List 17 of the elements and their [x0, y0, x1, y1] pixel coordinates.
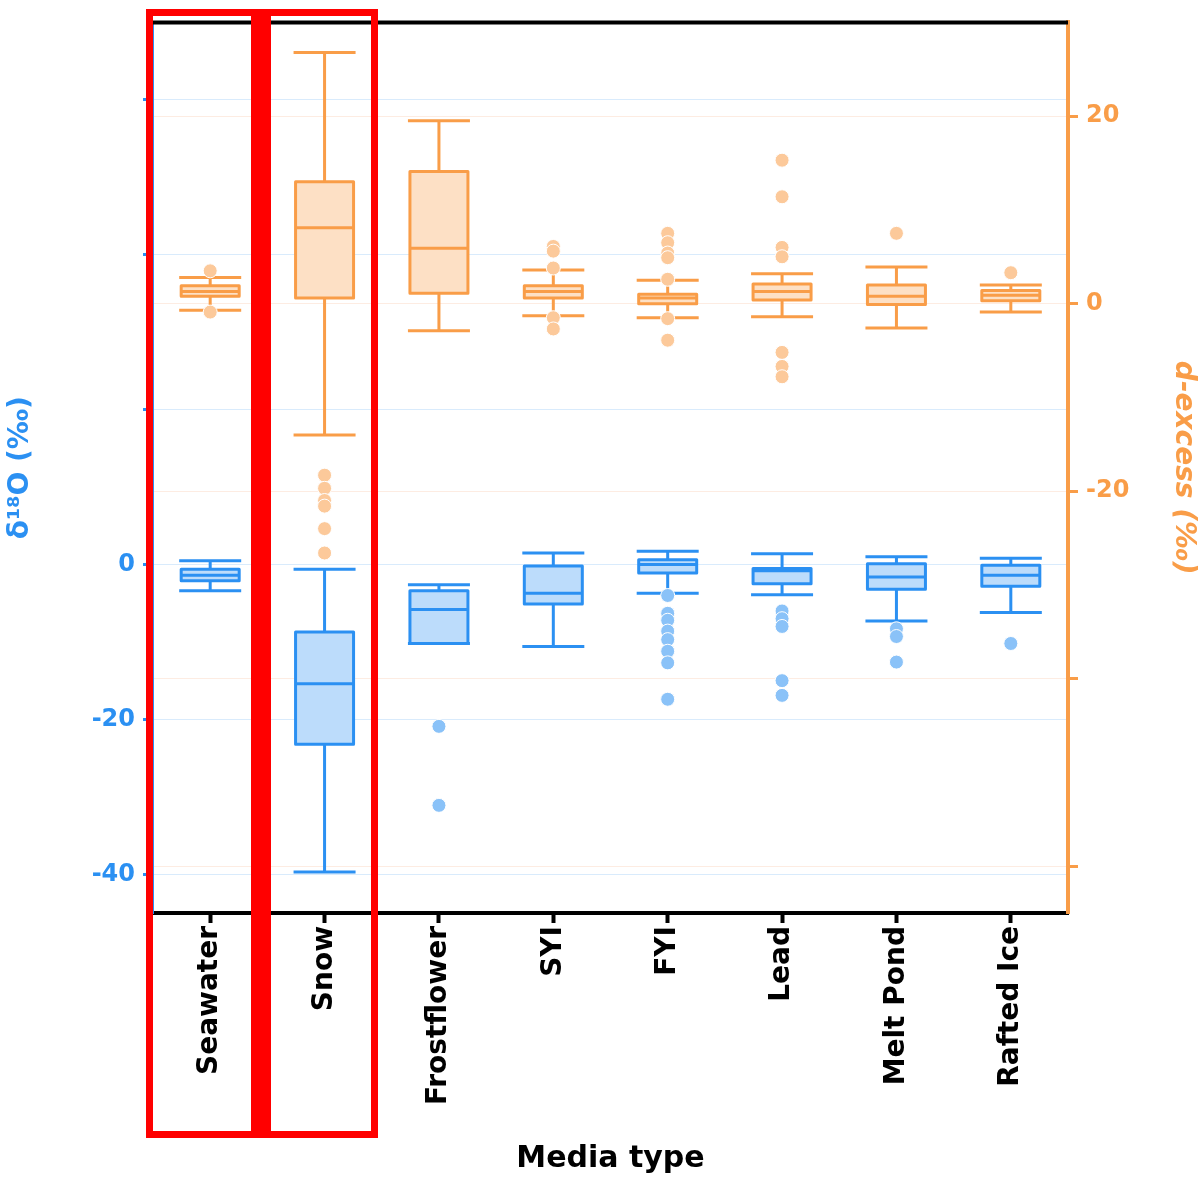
y-axis-title: δ¹⁸O (‰): [2, 396, 36, 540]
x-tick-label: Melt Pond: [877, 926, 911, 1086]
y2-tick-label: 20: [1086, 100, 1120, 129]
y2-axis-title: d-excess (‰): [1168, 360, 1202, 575]
y-tick-label: -40: [91, 858, 135, 887]
x-tick-label: Seawater: [191, 925, 225, 1075]
y2-tick-label: -20: [1086, 475, 1130, 504]
y-tick-label: -20: [91, 703, 135, 732]
x-tick-label: SYI: [534, 926, 568, 977]
x-tick-label: FYI: [648, 926, 682, 976]
y2-tick-label: 0: [1086, 287, 1103, 316]
x-tick-label: Lead: [763, 926, 797, 1002]
x-tick-label: Snow: [305, 926, 339, 1012]
y-tick-label: 0: [118, 548, 135, 577]
x-tick-label: Rafted Ice: [992, 926, 1026, 1087]
x-axis-title: Media type: [516, 1138, 705, 1174]
x-tick-label: Frostflower: [420, 925, 454, 1106]
